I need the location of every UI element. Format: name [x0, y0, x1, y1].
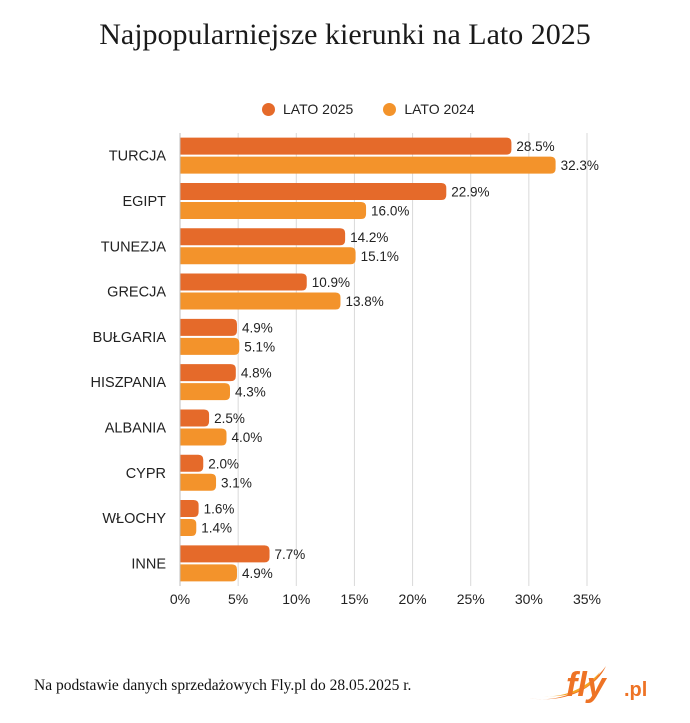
chart-title: Najpopularniejsze kierunki na Lato 2025: [99, 18, 591, 51]
category-label: CYPR: [126, 466, 166, 482]
data-label: 7.7%: [275, 547, 306, 562]
legend-label-2025: LATO 2025: [283, 101, 354, 117]
category-label: ALBANIA: [105, 420, 167, 436]
data-label: 22.9%: [451, 184, 489, 199]
data-label: 15.1%: [361, 249, 399, 264]
bar: [180, 337, 240, 355]
bar: [180, 500, 199, 518]
source-note: Na podstawie danych sprzedażowych Fly.pl…: [34, 677, 412, 694]
category-label: GRECJA: [107, 285, 166, 301]
bar: [180, 564, 237, 582]
legend-item-2024: LATO 2024: [383, 101, 475, 117]
bar: [180, 428, 227, 446]
legend-label-2024: LATO 2024: [404, 101, 475, 117]
legend-marker-2025: [262, 102, 275, 116]
data-label: 1.6%: [204, 502, 235, 517]
data-label: 14.2%: [350, 230, 388, 245]
bar: [180, 473, 217, 491]
bar: [180, 201, 367, 219]
bar: [180, 409, 210, 427]
fly-pl-logo: fly .pl: [528, 666, 647, 704]
x-tick-label: 0%: [170, 591, 190, 607]
data-label: 2.5%: [214, 411, 245, 426]
data-label: 1.4%: [201, 521, 232, 536]
data-label: 2.0%: [208, 456, 239, 471]
category-label: HISZPANIA: [91, 375, 167, 391]
bar: [180, 273, 307, 291]
logo-suffix: .pl: [624, 679, 647, 701]
bar: [180, 137, 512, 155]
data-label: 4.9%: [242, 566, 273, 581]
logo-wordmark: fly: [566, 666, 608, 704]
x-tick-label: 5%: [228, 591, 248, 607]
category-label: WŁOCHY: [102, 511, 166, 527]
bar: [180, 228, 346, 246]
x-tick-label: 15%: [340, 591, 368, 607]
data-label: 4.3%: [235, 385, 266, 400]
bar: [180, 364, 236, 382]
data-label: 10.9%: [312, 275, 350, 290]
category-label: BUŁGARIA: [93, 330, 167, 346]
data-label: 28.5%: [516, 139, 554, 154]
data-label: 16.0%: [371, 203, 409, 218]
x-tick-label: 30%: [515, 591, 543, 607]
data-label: 13.8%: [345, 294, 383, 309]
category-label: TUNEZJA: [101, 239, 167, 255]
bar: [180, 545, 270, 563]
category-label: EGIPT: [122, 194, 166, 210]
x-tick-label: 10%: [282, 591, 310, 607]
legend: LATO 2025 LATO 2024: [262, 99, 505, 119]
bar: [180, 182, 447, 200]
bar: [180, 383, 231, 401]
legend-item-2025: LATO 2025: [262, 101, 353, 117]
x-tick-label: 25%: [457, 591, 485, 607]
data-label: 3.1%: [221, 475, 252, 490]
data-label: 32.3%: [561, 158, 599, 173]
bar: [180, 292, 341, 310]
data-label: 4.8%: [241, 366, 272, 381]
x-tick-label: 20%: [399, 591, 427, 607]
x-tick-label: 35%: [573, 591, 601, 607]
bar: [180, 318, 237, 336]
data-label: 4.9%: [242, 320, 273, 335]
category-label: INNE: [131, 556, 166, 572]
bar: [180, 519, 197, 537]
bar: [180, 454, 204, 472]
data-label: 4.0%: [232, 430, 263, 445]
legend-marker-2024: [383, 102, 397, 116]
category-label: TURCJA: [109, 149, 167, 165]
logo-swoosh-accent: [544, 672, 600, 697]
bar: [180, 156, 556, 174]
data-label: 5.1%: [244, 339, 275, 354]
bar: [180, 247, 356, 265]
